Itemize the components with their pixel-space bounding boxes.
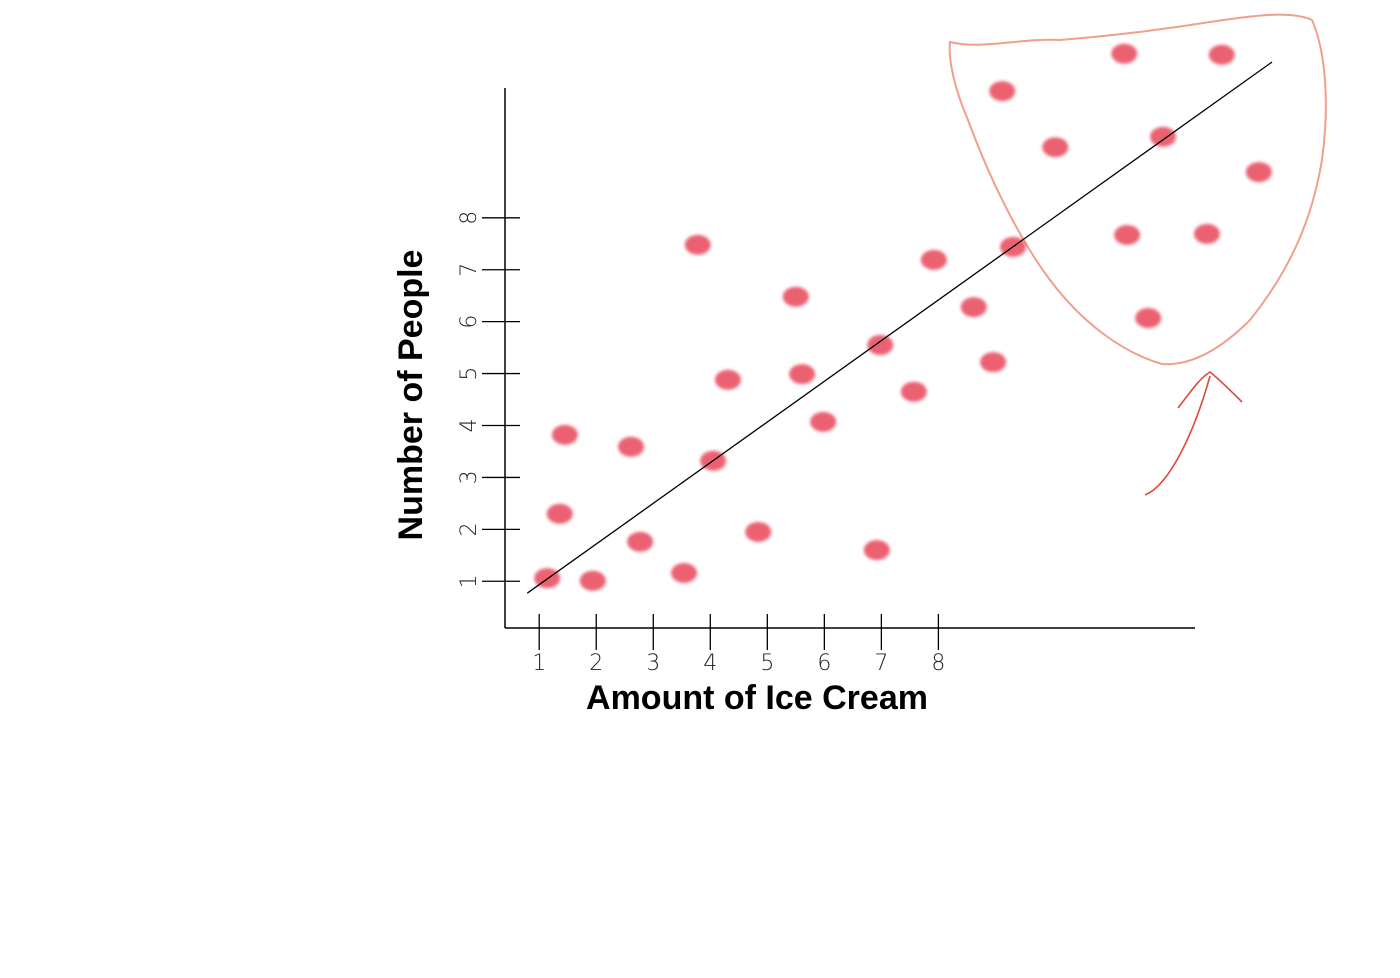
x-tick-label: 6 bbox=[817, 651, 831, 676]
point bbox=[900, 381, 927, 402]
point bbox=[714, 369, 741, 390]
y-tick-label: 8 bbox=[457, 211, 482, 225]
y-tick-label: 4 bbox=[457, 419, 482, 433]
x-tick-label: 4 bbox=[703, 651, 717, 676]
point bbox=[980, 352, 1007, 373]
point bbox=[1193, 223, 1220, 244]
y-tick-label: 7 bbox=[457, 263, 482, 277]
y-axis-title: Number of People bbox=[392, 250, 430, 541]
x-axis-title: Amount of Ice Cream bbox=[586, 679, 928, 717]
point bbox=[867, 335, 894, 356]
point bbox=[1150, 126, 1177, 147]
x-tick-label: 7 bbox=[874, 651, 888, 676]
point bbox=[789, 364, 816, 385]
point bbox=[1245, 162, 1272, 183]
point bbox=[782, 286, 809, 307]
point bbox=[920, 249, 947, 270]
point bbox=[671, 562, 698, 583]
y-tick-label: 5 bbox=[457, 367, 482, 381]
point bbox=[1208, 44, 1235, 65]
point bbox=[960, 297, 987, 318]
x-tick-label: 2 bbox=[589, 651, 603, 676]
point bbox=[810, 411, 837, 432]
point bbox=[618, 436, 645, 457]
x-tick-label: 1 bbox=[532, 651, 546, 676]
y-tick-label: 1 bbox=[457, 574, 482, 588]
point bbox=[684, 234, 711, 255]
x-tick-label: 8 bbox=[931, 651, 945, 676]
point bbox=[1135, 308, 1162, 329]
point bbox=[1114, 224, 1141, 245]
point bbox=[551, 424, 578, 445]
y-tick-label: 2 bbox=[457, 522, 482, 536]
point bbox=[863, 540, 890, 561]
cluster-outline bbox=[948, 13, 1327, 366]
y-tick-label: 6 bbox=[457, 315, 482, 329]
trend-line bbox=[526, 61, 1273, 594]
arrow bbox=[1144, 371, 1243, 496]
point bbox=[1111, 43, 1138, 64]
point bbox=[546, 503, 573, 524]
point bbox=[579, 570, 606, 591]
point bbox=[1042, 137, 1069, 158]
y-tick-label: 3 bbox=[457, 470, 482, 484]
point bbox=[989, 81, 1016, 102]
point bbox=[745, 521, 772, 542]
point bbox=[627, 531, 654, 552]
x-tick-label: 3 bbox=[646, 651, 660, 676]
x-tick-label: 5 bbox=[760, 651, 774, 676]
